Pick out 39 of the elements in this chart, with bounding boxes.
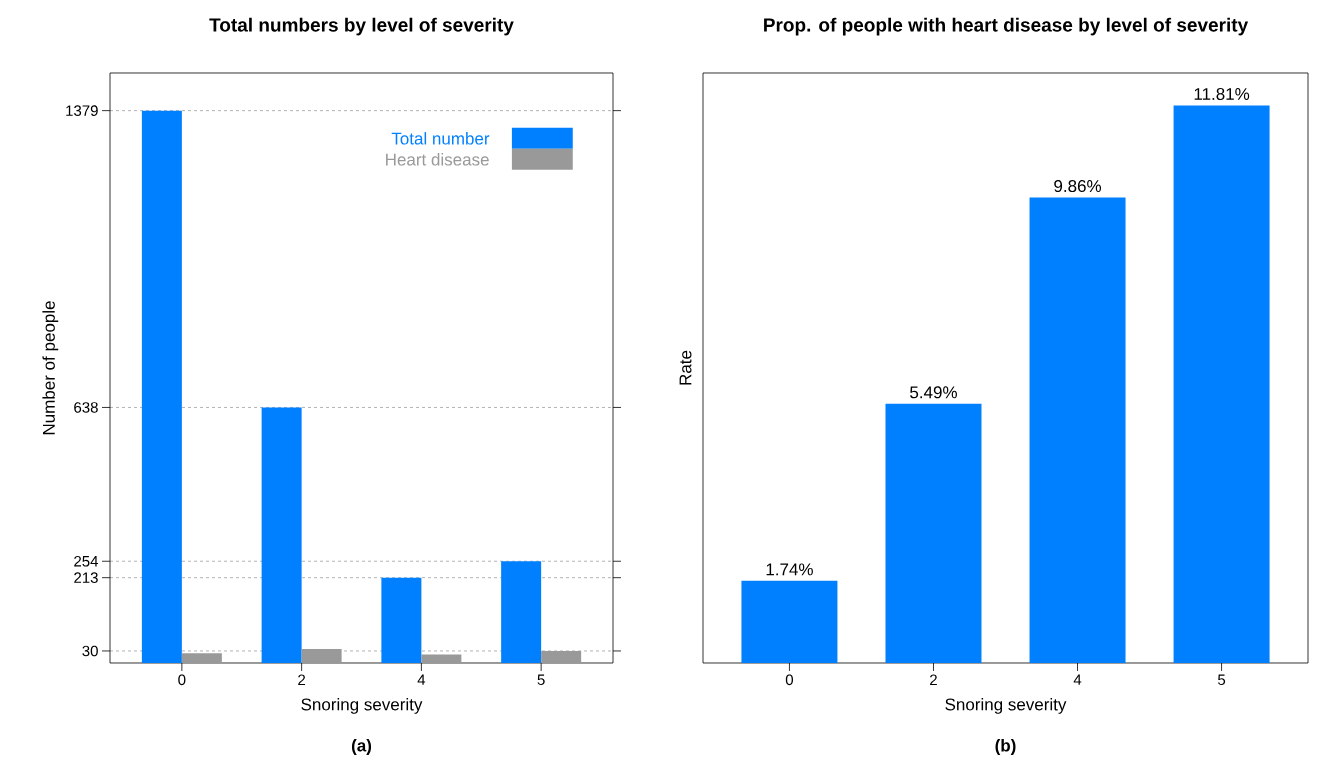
bar — [141, 110, 182, 663]
x-tick-label: 4 — [1073, 674, 1082, 685]
x-tick-label: 4 — [417, 674, 426, 685]
y-axis-title: Number of people — [42, 301, 59, 435]
y-axis-title: Rate — [679, 350, 692, 385]
chart-title: Total numbers by level of severity — [209, 17, 514, 36]
bar — [381, 577, 422, 663]
x-tick-label: 5 — [537, 674, 545, 685]
bar — [741, 580, 838, 663]
x-tick-label: 2 — [298, 674, 306, 685]
bar — [541, 650, 582, 663]
y-tick-label: 1379 — [66, 105, 98, 116]
x-tick-label: 2 — [930, 674, 937, 685]
data-label: 11.81% — [1194, 87, 1250, 101]
text: (b) — [995, 739, 1016, 755]
bar — [261, 407, 302, 663]
x-axis-title: Snoring severity — [945, 698, 1067, 714]
data-label: 1.74% — [766, 563, 813, 576]
x-tick-label: 5 — [1218, 674, 1226, 685]
x-axis-title: Snoring severity — [301, 698, 423, 714]
y-tick-label: 638 — [74, 402, 98, 413]
x-tick-label: 0 — [178, 674, 186, 686]
x-tick-label: 0 — [785, 674, 794, 686]
bar — [885, 403, 982, 663]
chart-title: Prop. of people with heart disease by level of severity — [764, 17, 1249, 36]
bar — [301, 648, 342, 663]
legend-label: Heart disease — [386, 153, 489, 166]
y-tick-label: 213 — [74, 572, 98, 583]
data-label: 9.86% — [1054, 180, 1102, 193]
bar — [1029, 197, 1126, 663]
y-tick-label: 30 — [82, 645, 98, 657]
bar — [501, 561, 542, 663]
bar — [421, 654, 462, 663]
legend-label: Total number — [391, 132, 490, 145]
y-tick-label: 254 — [74, 555, 99, 567]
bar — [1173, 105, 1270, 663]
data-label: 5.49% — [910, 386, 957, 399]
text: (a) — [351, 739, 372, 755]
bar — [181, 653, 222, 663]
